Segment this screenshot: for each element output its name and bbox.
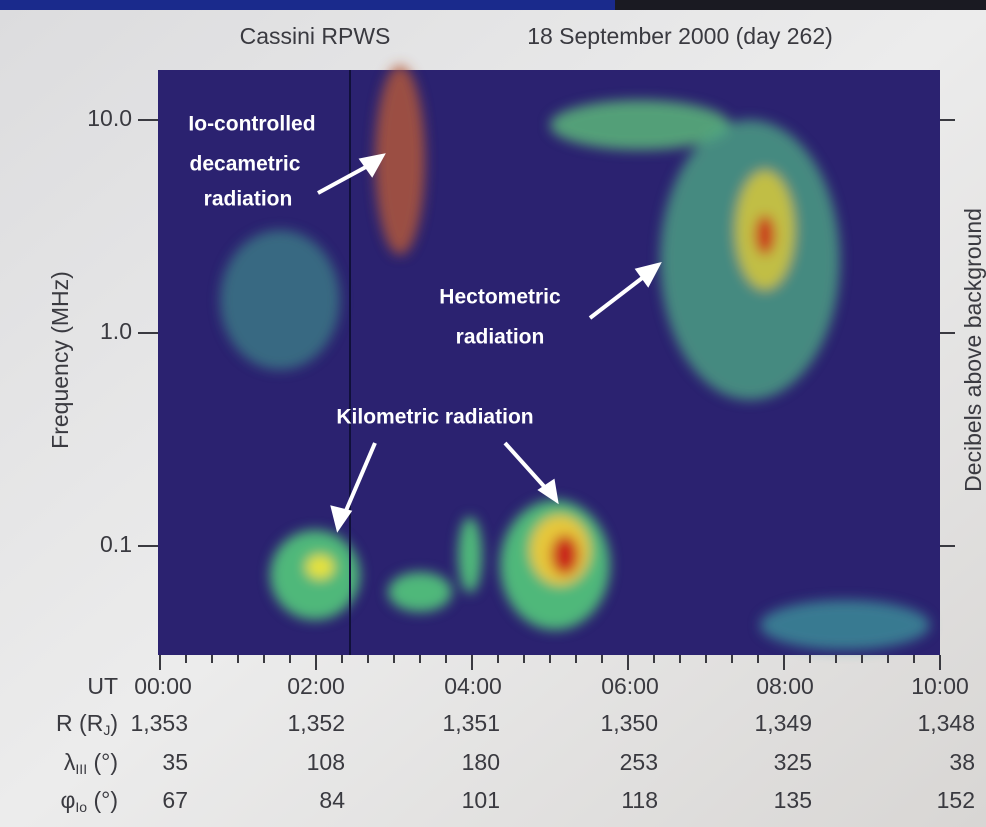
row-label-part: (°) [87, 787, 118, 813]
blob [755, 215, 775, 255]
annotation-arrows [317, 153, 662, 533]
table-cell: 1,349 [754, 710, 812, 736]
arrow [503, 441, 552, 495]
row-label: UT [87, 673, 118, 699]
y-tick-label: 0.1 [100, 531, 132, 557]
arrowhead [537, 478, 559, 505]
annotation-text: decametric [190, 153, 301, 176]
arrowhead [330, 505, 353, 533]
blob [388, 572, 452, 612]
top-band [0, 0, 615, 10]
table-cell: 1,352 [287, 710, 345, 736]
spectrogram: Io-controlled decametric radiation Hecto… [158, 65, 940, 655]
table-cell: 00:00 [134, 673, 192, 699]
annotation-text: radiation [456, 326, 545, 349]
row-label-part: (°) [87, 749, 118, 775]
arrowhead [634, 261, 662, 288]
table-cell: 325 [774, 749, 812, 775]
top-band-dark [615, 0, 986, 10]
table-cell: 04:00 [444, 673, 502, 699]
blob [760, 600, 930, 650]
table-cell: 253 [620, 749, 658, 775]
arrow [588, 270, 652, 320]
table-cell: 84 [319, 787, 345, 813]
row-label: λIII (°) [64, 749, 118, 777]
table-cell: 118 [621, 787, 658, 813]
table-cell: 180 [462, 749, 500, 775]
row-label-subscript: Io [75, 799, 87, 815]
table-cell: 38 [949, 749, 975, 775]
y-axis: 10.0 1.0 0.1 [87, 105, 955, 557]
instrument-title: Cassini RPWS [240, 23, 391, 49]
table-cell: 152 [937, 787, 975, 813]
row-label-subscript: III [75, 761, 87, 777]
row-label-subscript: J [103, 722, 110, 738]
arrow [340, 442, 377, 521]
blob [551, 535, 579, 575]
table-cell: 67 [162, 787, 188, 813]
annotation-text: radiation [204, 188, 293, 211]
orbit-table: UT 00:00 02:00 04:00 06:00 08:00 10:00 R (RJ) 1,… [56, 673, 975, 815]
x-axis-ticks [159, 655, 941, 670]
row-label-part: UT [87, 673, 118, 699]
emission-blobs [220, 65, 930, 650]
row-label: R (RJ) [56, 710, 118, 738]
row-label-part: ) [110, 710, 118, 736]
table-cell: 02:00 [287, 673, 345, 699]
y-axis-label: Frequency (MHz) [47, 271, 73, 449]
blob [550, 100, 730, 150]
arrowhead [358, 153, 386, 178]
row-label: φIo (°) [60, 787, 118, 815]
row-label-part: λ [64, 749, 76, 775]
blob [306, 555, 334, 579]
table-cell: 1,351 [442, 710, 500, 736]
blob [375, 65, 425, 255]
annotation-text: Hectometric [439, 286, 561, 309]
blob [458, 517, 482, 593]
table-cell: 06:00 [601, 673, 659, 699]
annotation-text: Kilometric radiation [336, 406, 533, 429]
table-cell: 1,353 [130, 710, 188, 736]
y-tick-label: 1.0 [100, 318, 132, 344]
right-axis-label: Decibels above background [960, 208, 986, 492]
row-label-part: φ [60, 787, 75, 813]
table-cell: 35 [162, 749, 188, 775]
annotation-text: Io-controlled [188, 113, 315, 136]
row-label-part: R (R [56, 710, 103, 736]
y-tick-label: 10.0 [87, 105, 132, 131]
table-cell: 10:00 [911, 673, 969, 699]
table-cell: 08:00 [756, 673, 814, 699]
date-title: 18 September 2000 (day 262) [527, 23, 833, 49]
table-cell: 135 [774, 787, 812, 813]
blob [220, 230, 340, 370]
table-cell: 108 [307, 749, 345, 775]
table-cell: 1,348 [917, 710, 975, 736]
table-cell: 101 [462, 787, 500, 813]
table-cell: 1,350 [600, 710, 658, 736]
